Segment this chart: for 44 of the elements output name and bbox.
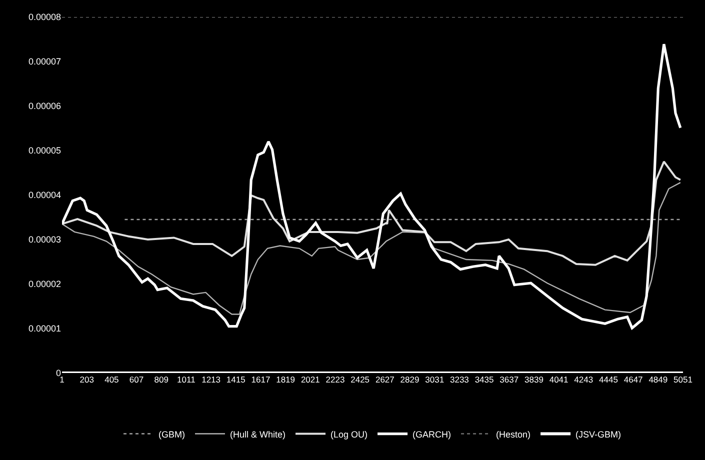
- x-tick-label: 2223: [326, 374, 345, 384]
- y-tick-label: 0.00003: [28, 234, 61, 245]
- y-tick-label: 0.00004: [28, 190, 61, 200]
- x-tick-label: 5051: [674, 374, 693, 384]
- x-tick-label: 203: [80, 374, 94, 384]
- x-tick-label: 3031: [425, 374, 444, 384]
- legend-label: (Log OU): [330, 429, 368, 440]
- line-series: [62, 182, 682, 315]
- x-tick-label: 2425: [350, 374, 370, 384]
- legend-label: (Hull & White): [230, 429, 286, 440]
- x-tick-label: 3637: [500, 374, 519, 384]
- x-tick-label: 1011: [177, 374, 196, 384]
- x-tick-label: 2627: [375, 374, 395, 384]
- x-tick-label: 3233: [450, 374, 470, 384]
- x-tick-label: 3839: [524, 374, 544, 384]
- legend-label: (Heston): [496, 429, 531, 440]
- x-tick-label: 3435: [474, 374, 494, 384]
- legend-label: (GARCH): [412, 429, 452, 440]
- x-tick-label: 2829: [400, 374, 420, 384]
- y-tick-label: 0: [56, 368, 61, 378]
- y-tick-label: 0.00001: [28, 324, 61, 334]
- x-tick-label: 607: [129, 374, 144, 384]
- y-tick-label: 0.00008: [28, 12, 61, 22]
- x-tick-label: 1: [60, 374, 65, 384]
- line-series: [62, 42, 682, 330]
- y-tick-label: 0.00007: [28, 56, 61, 67]
- x-tick-label: 4849: [648, 374, 668, 384]
- x-tick-label: 1415: [226, 374, 246, 384]
- x-tick-label: 4445: [599, 374, 618, 384]
- y-tick-label: 0.00005: [28, 146, 61, 156]
- x-tick-label: 1617: [251, 374, 270, 384]
- x-tick-label: 4041: [549, 374, 569, 384]
- x-tick-label: 2021: [300, 374, 320, 384]
- legend-label: (GBM): [158, 429, 185, 440]
- x-tick-label: 4647: [624, 374, 644, 384]
- x-tick-label: 405: [104, 374, 120, 384]
- x-tick-label: 4243: [574, 374, 594, 384]
- x-tick-label: 1819: [276, 374, 296, 384]
- legend-label: (JSV-GBM): [576, 429, 622, 440]
- line-series: [62, 160, 682, 266]
- x-tick-label: 809: [154, 374, 169, 384]
- x-tick-label: 1213: [202, 374, 221, 384]
- y-tick-label: 0.00006: [28, 101, 61, 112]
- y-tick-label: 0.00002: [28, 279, 61, 290]
